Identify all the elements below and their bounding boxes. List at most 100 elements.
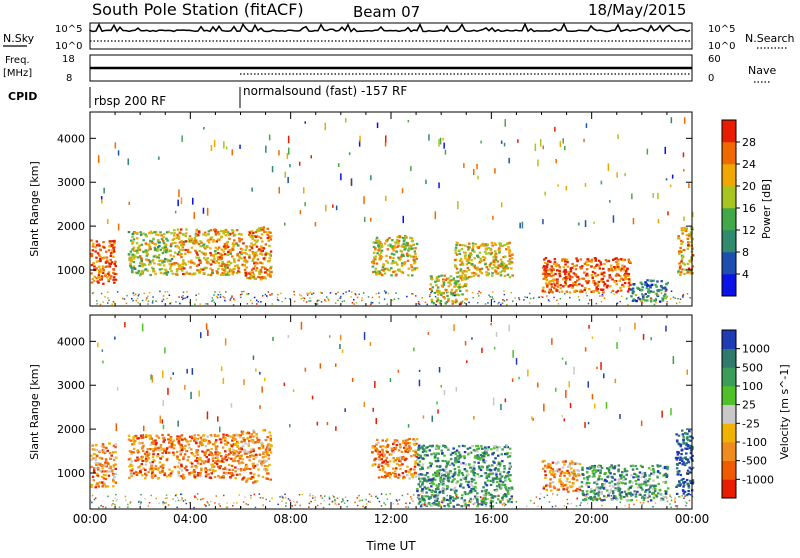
echo-cell bbox=[93, 469, 96, 471]
echo-cell bbox=[447, 463, 450, 465]
echo-cell bbox=[182, 234, 185, 236]
echo-cell bbox=[545, 282, 548, 284]
echo-cell bbox=[458, 469, 461, 471]
echo-cell bbox=[499, 473, 502, 475]
echo-cell bbox=[198, 259, 201, 261]
echo-cell bbox=[158, 254, 161, 256]
echo-cell bbox=[563, 463, 566, 465]
echo-cell bbox=[497, 498, 500, 500]
near-range-cell bbox=[627, 304, 629, 306]
echo-cell bbox=[483, 259, 486, 261]
echo-cell bbox=[98, 254, 101, 256]
echo-cell bbox=[392, 271, 395, 273]
noise-tick-right-top: 10^5 bbox=[708, 24, 735, 35]
near-range-cell bbox=[317, 300, 319, 302]
echo-cell bbox=[451, 289, 454, 291]
echo-cell bbox=[597, 274, 600, 276]
echo-cell bbox=[500, 488, 503, 490]
echo-cell bbox=[259, 460, 262, 462]
echo-cell bbox=[256, 433, 259, 435]
echo-cell bbox=[656, 476, 659, 478]
echo-cell bbox=[481, 455, 484, 457]
near-range-cell bbox=[152, 302, 154, 304]
echo-cell bbox=[136, 232, 139, 234]
echo-cell bbox=[417, 457, 420, 459]
echo-cell bbox=[378, 249, 381, 251]
echo-cell bbox=[562, 488, 565, 490]
near-range-cell bbox=[246, 293, 248, 295]
echo-cell bbox=[611, 269, 614, 271]
echo-cell bbox=[382, 452, 385, 454]
echo-cell bbox=[687, 263, 690, 265]
echo-cell bbox=[641, 473, 644, 475]
echo-cell bbox=[137, 256, 140, 258]
near-range-cell bbox=[179, 303, 181, 305]
near-range-cell bbox=[604, 298, 606, 300]
near-range-cell bbox=[272, 303, 274, 305]
echo-cell bbox=[135, 471, 138, 473]
cpid-label: CPID bbox=[8, 90, 37, 103]
echo-cell bbox=[501, 497, 504, 499]
echo-cell bbox=[434, 491, 437, 493]
echo-cell bbox=[141, 272, 144, 274]
echo-cell bbox=[236, 451, 239, 453]
echo-cell bbox=[233, 239, 236, 241]
echo-cell bbox=[176, 455, 179, 457]
echo-cell bbox=[103, 247, 106, 249]
far-range-cell bbox=[608, 163, 610, 171]
echo-cell bbox=[226, 273, 229, 275]
far-range-cell bbox=[232, 149, 234, 155]
echo-cell bbox=[608, 492, 611, 494]
near-range-cell bbox=[431, 291, 433, 293]
echo-cell bbox=[618, 464, 621, 466]
echo-cell bbox=[226, 468, 229, 470]
echo-cell bbox=[499, 501, 502, 503]
echo-cell bbox=[95, 467, 98, 469]
near-range-cell bbox=[394, 298, 396, 300]
echo-cell bbox=[99, 258, 102, 260]
echo-cell bbox=[200, 245, 203, 247]
echo-cell bbox=[503, 269, 506, 271]
near-range-cell bbox=[447, 495, 449, 497]
echo-cell bbox=[232, 232, 235, 234]
echo-cell bbox=[599, 267, 602, 269]
echo-cell bbox=[181, 434, 184, 436]
echo-cell bbox=[196, 439, 199, 441]
echo-cell bbox=[470, 276, 473, 278]
near-range-cell bbox=[258, 301, 260, 303]
echo-cell bbox=[390, 274, 393, 276]
echo-cell bbox=[552, 468, 555, 470]
echo-cell bbox=[130, 251, 133, 253]
far-range-cell bbox=[505, 119, 507, 127]
near-range-cell bbox=[342, 301, 344, 303]
near-range-cell bbox=[107, 297, 109, 299]
echo-cell bbox=[650, 300, 653, 302]
echo-cell bbox=[413, 267, 416, 269]
echo-cell bbox=[250, 472, 253, 474]
near-range-cell bbox=[585, 495, 587, 497]
echo-cell bbox=[488, 465, 491, 467]
noise-tick-left-bottom: 10^0 bbox=[55, 41, 82, 52]
echo-cell bbox=[106, 276, 109, 278]
echo-cell bbox=[505, 486, 508, 488]
echo-cell bbox=[115, 443, 118, 445]
echo-cell bbox=[580, 258, 583, 260]
echo-cell bbox=[140, 258, 143, 260]
echo-cell bbox=[564, 273, 567, 275]
echo-cell bbox=[629, 480, 632, 482]
echo-cell bbox=[679, 274, 682, 276]
near-range-cell bbox=[186, 291, 188, 293]
echo-cell bbox=[632, 469, 635, 471]
echo-cell bbox=[377, 240, 380, 242]
echo-cell bbox=[145, 455, 148, 457]
echo-cell bbox=[644, 478, 647, 480]
near-range-cell bbox=[256, 300, 258, 302]
echo-cell bbox=[264, 456, 267, 458]
echo-cell bbox=[113, 282, 116, 284]
echo-cell bbox=[252, 436, 255, 438]
echo-cell bbox=[654, 284, 657, 286]
near-range-cell bbox=[233, 298, 235, 300]
noise-tick-left-top: 10^5 bbox=[55, 24, 82, 35]
echo-cell bbox=[230, 473, 233, 475]
